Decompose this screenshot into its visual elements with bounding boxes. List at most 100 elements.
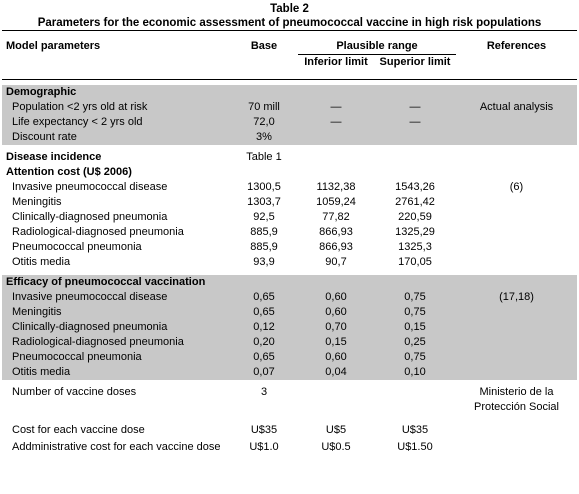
value-cell: 0,65 — [230, 305, 298, 320]
value-cell: 70 mill — [230, 100, 298, 115]
value-cell: 0,15 — [298, 335, 374, 350]
value-cell — [230, 165, 298, 180]
subheader-cell: Inferior limit — [304, 56, 368, 68]
value-cell — [456, 115, 577, 130]
data-row: Invasive pneumococcal disease 1300,5 1132,… — [2, 180, 577, 195]
parameter-cell: Otitis media — [2, 365, 230, 380]
value-cell — [298, 150, 374, 165]
section-row: Efficacy of pneumococcal vaccination — [2, 275, 577, 290]
value-cell: 866,93 — [319, 241, 353, 253]
value-cell: U$35 — [250, 424, 278, 436]
value-cell — [456, 195, 577, 210]
value-cell: 0,75 — [374, 290, 456, 305]
parameter-cell: Life expectancy < 2 yrs old — [2, 115, 230, 130]
section-row: Disease incidence Table 1 — [2, 150, 577, 165]
value-cell — [374, 85, 456, 100]
value-cell: 1325,3 — [398, 241, 432, 253]
parameters-table: Model parameters Base Plausible range Re… — [2, 30, 577, 457]
value-cell — [456, 150, 577, 165]
value-cell: 0,07 — [230, 365, 298, 380]
value-cell: 0,65 — [230, 350, 298, 365]
value-cell — [456, 225, 577, 240]
value-cell — [298, 130, 374, 145]
data-row: Meningitis 1303,7 1059,24 2761,42 — [2, 195, 577, 210]
value-cell: — — [298, 115, 374, 130]
value-cell — [298, 275, 374, 290]
value-cell: 92,5 — [253, 211, 275, 223]
value-cell: — — [374, 115, 456, 130]
parameter-cell: Number of vaccine doses — [12, 386, 137, 398]
section-row: Demographic — [2, 85, 577, 100]
value-cell: 0,25 — [374, 335, 456, 350]
subheader-cell: Superior limit — [379, 56, 451, 68]
value-cell: 72,0 — [230, 115, 298, 130]
value-cell — [298, 165, 374, 180]
value-cell — [456, 350, 577, 365]
value-cell — [456, 423, 577, 440]
header-cell: Base — [250, 40, 278, 52]
value-cell — [456, 320, 577, 335]
value-cell: 866,93 — [319, 226, 353, 238]
data-row: Clinically-diagnosed pneumonia 92,5 77,82 2… — [2, 210, 577, 225]
value-cell: 1303,7 — [247, 196, 281, 208]
parameter-cell: Discount rate — [2, 130, 230, 145]
value-cell — [456, 305, 577, 320]
parameter-cell: Addministrative cost for each vaccine do… — [12, 441, 221, 453]
data-row: Cost for each vaccine dose U$35 U$5 U$35 — [2, 423, 577, 440]
value-cell — [374, 275, 456, 290]
parameter-cell: Invasive pneumococcal disease — [2, 290, 230, 305]
value-cell — [456, 165, 577, 180]
value-cell — [456, 210, 577, 225]
value-cell: 0,10 — [374, 365, 456, 380]
table-number: Table 2 — [270, 3, 309, 15]
parameter-cell: Meningitis — [12, 196, 62, 208]
value-cell: 0,70 — [298, 320, 374, 335]
value-cell — [230, 275, 298, 290]
parameter-cell: Clinically-diagnosed pneumonia — [2, 320, 230, 335]
data-row: Invasive pneumococcal disease 0,65 0,60 0,7… — [2, 290, 577, 305]
value-cell: U$1.50 — [397, 441, 433, 453]
value-cell: — — [374, 100, 456, 115]
parameter-cell: Population <2 yrs old at risk — [2, 100, 230, 115]
value-cell: 0,60 — [298, 350, 374, 365]
data-row: Number of vaccine doses 3 Ministerio de la… — [2, 385, 577, 423]
value-cell — [298, 385, 374, 423]
value-cell — [374, 130, 456, 145]
value-cell: 220,59 — [398, 211, 432, 223]
value-cell: 77,82 — [322, 211, 350, 223]
value-cell: Actual analysis — [456, 100, 577, 115]
parameter-cell: Disease incidence — [6, 151, 102, 163]
data-row: Discount rate 3% — [2, 130, 577, 145]
value-cell — [456, 275, 577, 290]
value-cell: 0,65 — [230, 290, 298, 305]
value-cell — [456, 255, 577, 270]
table-title: Parameters for the economic assessment o… — [37, 17, 542, 29]
header-cell: Model parameters — [6, 40, 101, 52]
value-cell: 0,75 — [374, 305, 456, 320]
header-cell: Plausible range — [298, 30, 456, 55]
value-cell: U$35 — [401, 424, 429, 436]
value-cell: 1059,24 — [316, 196, 356, 208]
value-cell — [374, 165, 456, 180]
value-cell: 0,15 — [374, 320, 456, 335]
parameter-cell: Otitis media — [12, 256, 71, 268]
data-row: Life expectancy < 2 yrs old 72,0— — — [2, 115, 577, 130]
value-cell — [298, 85, 374, 100]
parameter-cell: Efficacy of pneumococcal vaccination — [2, 275, 230, 290]
value-cell: 3% — [230, 130, 298, 145]
parameter-cell: Demographic — [2, 85, 230, 100]
value-cell: 0,04 — [298, 365, 374, 380]
data-row: Pneumococcal pneumonia 0,65 0,60 0,75 — [2, 350, 577, 365]
value-cell — [456, 365, 577, 380]
value-cell: 1543,26 — [395, 181, 435, 193]
value-cell: 170,05 — [398, 256, 432, 268]
parameter-cell: Pneumococcal pneumonia — [2, 350, 230, 365]
value-cell: 0,75 — [374, 350, 456, 365]
value-cell — [374, 150, 456, 165]
data-row: Radiological-diagnosed pneumonia 0,20 0,15… — [2, 335, 577, 350]
value-cell: 3 — [260, 386, 268, 398]
data-row: Addministrative cost for each vaccine do… — [2, 440, 577, 457]
data-row: Clinically-diagnosed pneumonia 0,12 0,70 0,… — [2, 320, 577, 335]
value-cell: 93,9 — [253, 256, 275, 268]
